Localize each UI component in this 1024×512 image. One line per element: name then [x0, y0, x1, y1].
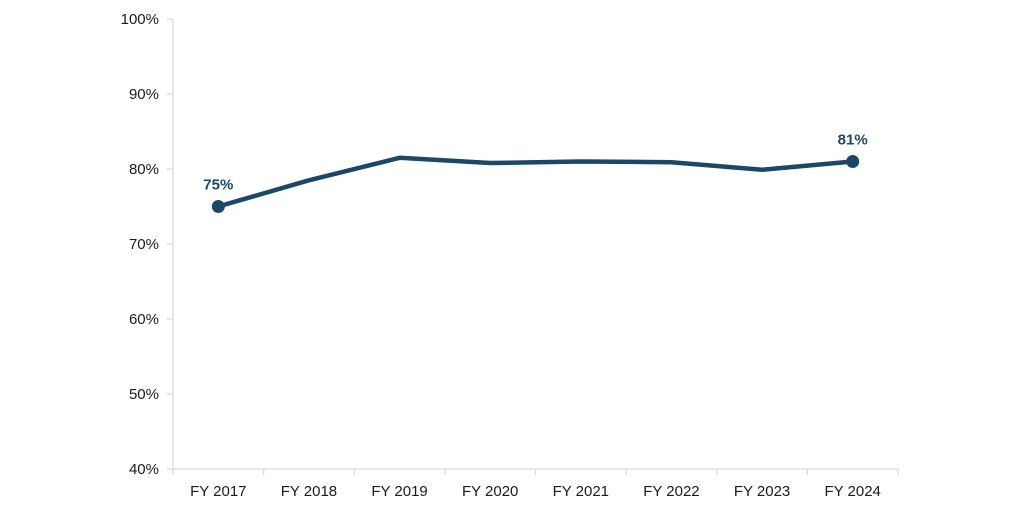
x-tick-label: FY 2018 — [281, 483, 337, 500]
data-labels: 75% 81% — [203, 132, 867, 194]
data-label: 81% — [838, 132, 868, 149]
x-tick-label: FY 2019 — [371, 483, 427, 500]
series-line — [216, 155, 855, 209]
y-tick-label: 70% — [129, 236, 159, 253]
data-point-marker — [846, 155, 860, 168]
y-tick-label: 100% — [121, 11, 159, 28]
y-tick-label: 40% — [129, 461, 159, 478]
y-tick-label: 60% — [129, 311, 159, 328]
x-tick-label: FY 2023 — [734, 483, 790, 500]
y-axis: 40% 50% 60% 70% 80% 90% 100% — [121, 11, 174, 478]
x-tick-label: FY 2017 — [190, 483, 246, 500]
x-axis: FY 2017 FY 2018 FY 2019 FY 2020 FY 2021 FY 20… — [172, 468, 899, 500]
y-tick-label: 50% — [129, 386, 159, 403]
x-tick-label: FY 2022 — [643, 483, 699, 500]
y-tick-label: 80% — [129, 161, 159, 178]
data-point-marker — [211, 200, 225, 213]
x-tick-label: FY 2021 — [553, 483, 609, 500]
y-tick-label: 90% — [129, 86, 159, 103]
x-tick-label: FY 2024 — [824, 483, 880, 500]
data-label: 75% — [203, 177, 233, 194]
series — [211, 155, 860, 213]
x-tick-label: FY 2020 — [462, 483, 518, 500]
